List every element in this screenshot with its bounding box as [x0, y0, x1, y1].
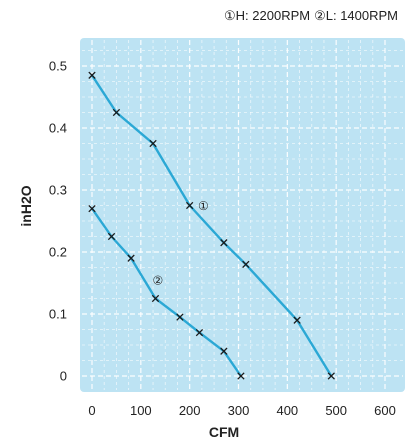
- series-1: ①: [88, 71, 335, 380]
- y-axis-title: inH2O: [18, 185, 34, 226]
- series-line: [90, 74, 333, 378]
- x-tick-label: 300: [228, 403, 250, 418]
- y-tick-label: 0: [60, 369, 67, 384]
- x-tick-label: 100: [130, 403, 152, 418]
- data-point: [220, 239, 228, 247]
- series-layer: ①②: [88, 71, 335, 380]
- x-tick-label: 600: [374, 403, 396, 418]
- y-axis: 0 0.1 0.2 0.3 0.4 0.5: [49, 59, 67, 384]
- legend-text-2: L: 1400RPM: [326, 8, 398, 23]
- x-tick-label: 500: [325, 403, 347, 418]
- legend-symbol-1: ①: [224, 8, 236, 23]
- data-point: [88, 204, 96, 213]
- y-tick-label: 0.1: [49, 307, 67, 322]
- series-2: ②: [88, 204, 245, 380]
- x-tick-label: 0: [88, 403, 95, 418]
- data-point: [242, 260, 250, 269]
- y-tick-label: 0.2: [49, 245, 67, 260]
- x-axis-title: CFM: [209, 424, 239, 440]
- legend-symbol-2: ②: [314, 8, 326, 23]
- data-point: [195, 328, 204, 337]
- grid: [82, 40, 403, 390]
- series-label: ②: [153, 273, 164, 287]
- x-tick-label: 400: [276, 403, 298, 418]
- data-point: [149, 139, 157, 148]
- data-point: [293, 316, 301, 324]
- data-point: [176, 313, 184, 321]
- legend: ①H: 2200RPM ②L: 1400RPM: [224, 8, 398, 23]
- data-point: [220, 347, 228, 355]
- series-line: [90, 207, 243, 378]
- legend-text-1: H: 2200RPM: [236, 8, 310, 23]
- y-tick-label: 0.3: [49, 183, 67, 198]
- data-point: [107, 232, 116, 241]
- x-axis: 0 100 200 300 400 500 600: [88, 403, 395, 418]
- x-tick-label: 200: [179, 403, 201, 418]
- data-point: [186, 201, 194, 210]
- y-tick-label: 0.4: [49, 121, 67, 136]
- data-point: [237, 372, 245, 380]
- data-point: [88, 71, 96, 79]
- data-point: [127, 254, 135, 262]
- series-label: ①: [198, 199, 209, 213]
- data-point: [327, 372, 335, 380]
- y-tick-label: 0.5: [49, 59, 67, 74]
- data-point: [112, 108, 121, 117]
- data-point: [151, 294, 160, 303]
